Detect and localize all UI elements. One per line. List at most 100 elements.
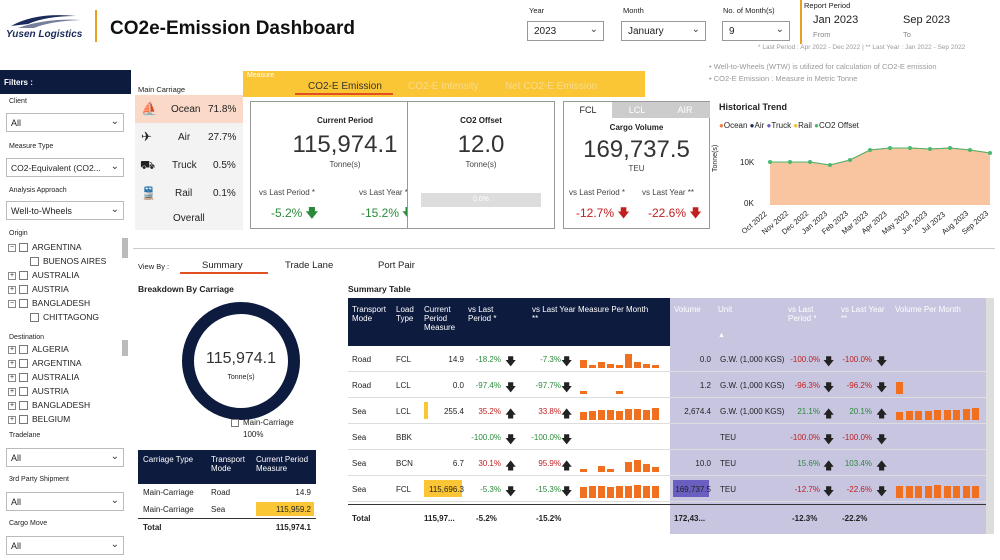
chevron-down-icon: ⌄ [775,24,784,35]
tab-summary[interactable]: Summary [202,260,243,271]
arrow-down-icon: 🡇 [505,356,517,368]
tree-item: − BANGLADESH [8,298,91,309]
carriage-ocean[interactable]: ⛵ Ocean 71.8% [135,95,243,123]
client-select[interactable]: All ⌄ [6,113,124,132]
destination-label: Destination [9,334,45,341]
origin-tree[interactable]: − ARGENTINA BUENOS AIRES + AUSTRALIA + AUST… [8,242,120,326]
overall-button[interactable]: Overall [173,213,205,224]
arrow-down-icon: 🡇 [561,486,573,498]
arrow-down-icon: 🡇 [505,382,517,394]
carriage-truck[interactable]: ⛟ Truck 0.5% [140,158,236,172]
header-divider [95,10,97,42]
wtw-note: • Well-to-Wheels (WTW) is utilized for c… [709,62,937,71]
year-label: Year [529,6,545,15]
period-note: * Last Period : Apr 2022 - Dec 2022 | **… [758,44,966,51]
arrow-down-icon: 🡇 [876,356,888,368]
trend-legend: ●Ocean ●Air ●Truck ●Rail ●CO2 Offset [719,121,859,130]
measure-sparkline [580,350,665,368]
summary-header-left: Transport Mode Load Type Current Period … [348,298,670,346]
volume-sparkline [896,454,984,472]
tab-port-pair[interactable]: Port Pair [378,260,415,271]
donut-legend-pct: 100% [243,430,264,439]
arrow-up-icon: 🡅 [876,408,888,420]
arrow-down-icon: 🡇 [505,434,517,446]
company-logo: Yusen Logistics [6,10,88,42]
summary-title: Summary Table [348,284,411,294]
donut-legend: Main-Carriage [231,418,294,427]
tab-co2e-emission[interactable]: CO2-E Emission [308,81,382,92]
report-period-label: Report Period [804,1,851,10]
arrow-up-icon: 🡅 [561,408,573,420]
logo-text: Yusen Logistics [6,29,83,40]
arrow-down-icon: 🡇 [617,206,630,220]
volume-sparkline [896,428,984,446]
trend-chart [768,146,992,205]
from-label: From [813,30,831,39]
page-title: CO2e-Emission Dashboard [110,18,355,39]
tab-net-co2e[interactable]: Net CO2-E Emission [505,81,598,92]
trend-title: Historical Trend [719,102,788,112]
chevron-down-icon: ⌄ [110,451,119,462]
cargo-volume-card: FCL LCL AIR Cargo Volume 169,737.5 TEU v… [563,101,710,229]
origin-scrollbar[interactable] [122,238,128,258]
table-total: Total 115,974.1 [138,518,316,535]
destination-tree[interactable]: + ALGERIA + ARGENTINA + AUSTRALIA + AUSTRIA … [8,344,91,425]
arrow-up-icon: 🡅 [505,408,517,420]
nmonths-label: No. of Month(s) [723,6,775,15]
cargo-move-select[interactable]: All ⌄ [6,536,124,555]
summary-scrollbar[interactable] [986,298,994,534]
arrow-up-icon: 🡅 [823,408,835,420]
volume-sparkline [896,376,984,394]
truck-icon: ⛟ [140,158,156,172]
carriage-air[interactable]: ✈ Air 27.7% [141,129,237,144]
co2-offset-card: CO2 Offset 12.0 Tonne(s) 0.0% [407,101,555,229]
trend-ylabel: Tonne(s) [712,144,719,172]
chevron-down-icon: ⌄ [110,161,119,172]
tab-trade-lane[interactable]: Trade Lane [285,260,334,271]
table-row: Sea LCL 255.4 35.2% 🡅 33.8% 🡅 2,674.4 G.W. (1,00… [348,398,986,424]
tab-co2e-intensity[interactable]: CO2-E Intensity [408,81,479,92]
client-label: Client [9,98,27,105]
arrow-up-icon: 🡅 [561,460,573,472]
arrow-down-icon: 🡇 [876,486,888,498]
train-icon: 🚆 [141,186,156,200]
tab-fcl[interactable]: FCL [564,102,612,118]
viewby-label: View By : [138,262,170,271]
arrow-down-icon: 🡇 [823,356,835,368]
arrow-down-icon: 🡇 [876,434,888,446]
volume-sparkline [896,402,984,420]
third-party-select[interactable]: All ⌄ [6,492,124,511]
arrow-down-icon: 🡇 [561,382,573,394]
table-row: Sea BBK -100.0% 🡇 -100.0% 🡇 TEU -100.0% 🡇 -100.0%… [348,424,986,450]
measure-sparkline [580,454,665,472]
main-carriage-title: Main Carriage [138,85,186,94]
tradelane-select[interactable]: All ⌄ [6,448,124,467]
arrow-up-icon: 🡅 [505,460,517,472]
plane-icon: ✈ [141,129,152,144]
arrow-up-icon: 🡅 [876,460,888,472]
cargo-value: 169,737.5 [583,136,690,163]
offset-progress: 0.0% [421,193,541,207]
month-select[interactable]: January ⌄ [621,21,706,41]
tree-item: + AUSTRALIA [8,270,80,281]
approach-select[interactable]: Well-to-Wheels ⌄ [6,201,124,220]
summary-rows: Road FCL 14.9 -18.2% 🡇 -7.3% 🡇 0.0 G.W. (1,000 K… [348,346,986,502]
nmonths-select[interactable]: 9 ⌄ [722,21,790,41]
tab-air[interactable]: AIR [677,105,693,115]
tab-lcl[interactable]: LCL [628,105,646,115]
carriage-rail[interactable]: 🚆 Rail 0.1% [141,186,236,200]
ytick: 10K [740,158,755,167]
arrow-down-icon: 🡇 [876,382,888,394]
measure-type-select[interactable]: CO2-Equivalent (CO2... ⌄ [6,158,124,177]
chevron-down-icon: ⌄ [691,24,700,35]
volume-sparkline [896,350,984,368]
current-value: 115,974.1 [292,131,398,158]
tradelane-label: Tradelane [9,432,41,439]
report-divider [800,0,802,44]
ship-icon: ⛵ [141,101,158,116]
offset-value: 12.0 [457,131,505,158]
year-select[interactable]: 2023 ⌄ [527,21,604,41]
destination-scrollbar[interactable] [122,340,128,356]
table-row: Main-Carriage Road 14.9 [143,488,311,497]
table-row: Sea BCN 6.7 30.1% 🡅 95.9% 🡅 10.0 TEU 15.6% 🡅 103.4%… [348,450,986,476]
